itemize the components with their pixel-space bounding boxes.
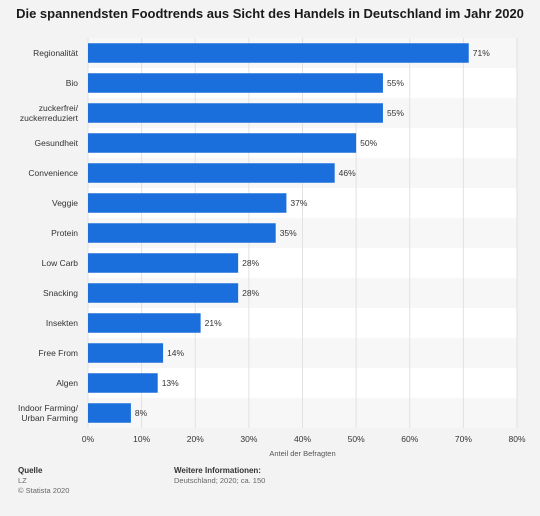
category-label: Insekten [46, 318, 78, 328]
category-label: Gesundheit [35, 138, 79, 148]
x-tick-label: 50% [348, 434, 365, 444]
value-label: 28% [242, 288, 259, 298]
category-label: Protein [51, 228, 78, 238]
x-tick-label: 30% [240, 434, 257, 444]
bar[interactable] [88, 43, 469, 63]
value-label: 55% [387, 78, 404, 88]
bar[interactable] [88, 403, 131, 423]
category-label: Indoor Farming/Urban Farming [18, 403, 79, 423]
category-label: Free From [38, 348, 78, 358]
info-text: Deutschland; 2020; ca. 150 [174, 476, 266, 485]
category-label: Convenience [28, 168, 78, 178]
bar[interactable] [88, 163, 335, 183]
bar[interactable] [88, 223, 276, 243]
x-tick-label: 20% [187, 434, 204, 444]
x-tick-label: 0% [82, 434, 95, 444]
category-label: Low Carb [42, 258, 79, 268]
info-block: Weitere Informationen: Deutschland; 2020… [174, 466, 265, 486]
value-label: 50% [360, 138, 377, 148]
category-label: Bio [66, 78, 79, 88]
value-labels: 71% 55% 55% 50% 46% 37% 35% 28% 28% 21% 14% 13% 8% [135, 48, 490, 418]
category-label: Veggie [52, 198, 78, 208]
source-heading: Quelle [18, 466, 43, 475]
value-label: 8% [135, 408, 148, 418]
value-label: 14% [167, 348, 184, 358]
category-labels: Regionalität Bio zuckerfrei/zuckerreduzier… [18, 48, 79, 423]
value-label: 71% [473, 48, 490, 58]
x-tick-label: 60% [401, 434, 418, 444]
value-label: 28% [242, 258, 259, 268]
bar[interactable] [88, 373, 158, 393]
category-label: Snacking [43, 288, 78, 298]
bar[interactable] [88, 343, 164, 363]
bar[interactable] [88, 103, 383, 123]
bar[interactable] [88, 73, 383, 93]
category-label: zuckerfrei/zuckerreduziert [20, 103, 79, 123]
x-axis-ticks: 0% 10% 20% 30% 40% 50% 60% 70% 80% [82, 434, 526, 444]
chart-title: Die spannendsten Foodtrends aus Sicht de… [16, 6, 524, 21]
bar[interactable] [88, 193, 287, 213]
source-block: Quelle LZ © Statista 2020 [18, 466, 69, 496]
x-tick-label: 70% [455, 434, 472, 444]
value-label: 46% [339, 168, 356, 178]
source-text: LZ [18, 476, 27, 485]
copyright-link[interactable]: © Statista 2020 [18, 486, 70, 495]
value-label: 13% [162, 378, 179, 388]
category-label: Algen [56, 378, 78, 388]
value-label: 21% [205, 318, 222, 328]
x-axis-title: Anteil der Befragten [269, 449, 335, 458]
x-tick-label: 10% [133, 434, 150, 444]
bar[interactable] [88, 133, 357, 153]
info-heading: Weitere Informationen: [174, 466, 261, 475]
bar[interactable] [88, 253, 239, 273]
bar[interactable] [88, 313, 201, 333]
x-tick-label: 80% [508, 434, 525, 444]
x-tick-label: 40% [294, 434, 311, 444]
value-label: 35% [280, 228, 297, 238]
value-label: 55% [387, 108, 404, 118]
bar[interactable] [88, 283, 239, 303]
value-label: 37% [290, 198, 307, 208]
bars [88, 43, 469, 423]
category-label: Regionalität [33, 48, 79, 58]
